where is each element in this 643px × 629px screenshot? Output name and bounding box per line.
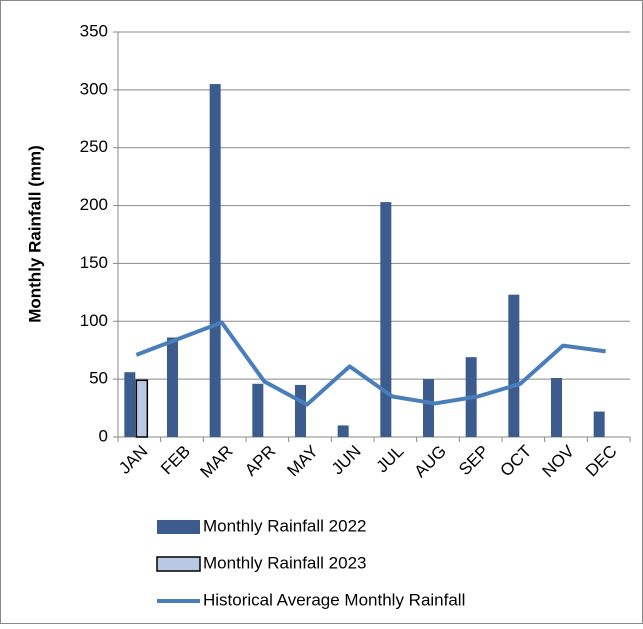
bar bbox=[167, 337, 178, 437]
legend-swatch bbox=[157, 520, 200, 534]
y-tick-label: 300 bbox=[80, 79, 108, 98]
y-axis-label: Monthly Rainfall (mm) bbox=[25, 145, 44, 323]
bar bbox=[209, 84, 221, 438]
bar bbox=[337, 425, 349, 437]
legend-label: Monthly Rainfall 2023 bbox=[203, 553, 366, 572]
legend-label: Historical Average Monthly Rainfall bbox=[203, 590, 465, 609]
bar bbox=[380, 202, 392, 437]
bar bbox=[124, 372, 136, 437]
bar bbox=[551, 377, 562, 437]
y-tick-label: 150 bbox=[80, 253, 108, 272]
y-tick-label: 250 bbox=[80, 137, 108, 156]
bar bbox=[252, 383, 264, 437]
y-tick-label: 350 bbox=[80, 21, 108, 40]
legend-label: Monthly Rainfall 2022 bbox=[203, 516, 366, 535]
bar bbox=[508, 294, 520, 437]
legend-swatch bbox=[156, 556, 201, 572]
y-tick-label: 200 bbox=[80, 195, 108, 214]
bar bbox=[295, 384, 306, 437]
bar bbox=[593, 411, 605, 437]
bar bbox=[423, 379, 434, 437]
bar bbox=[135, 379, 149, 438]
y-tick-label: 0 bbox=[99, 426, 108, 445]
y-tick-label: 100 bbox=[80, 311, 108, 330]
y-tick-label: 50 bbox=[89, 369, 108, 388]
line bbox=[135, 320, 606, 407]
